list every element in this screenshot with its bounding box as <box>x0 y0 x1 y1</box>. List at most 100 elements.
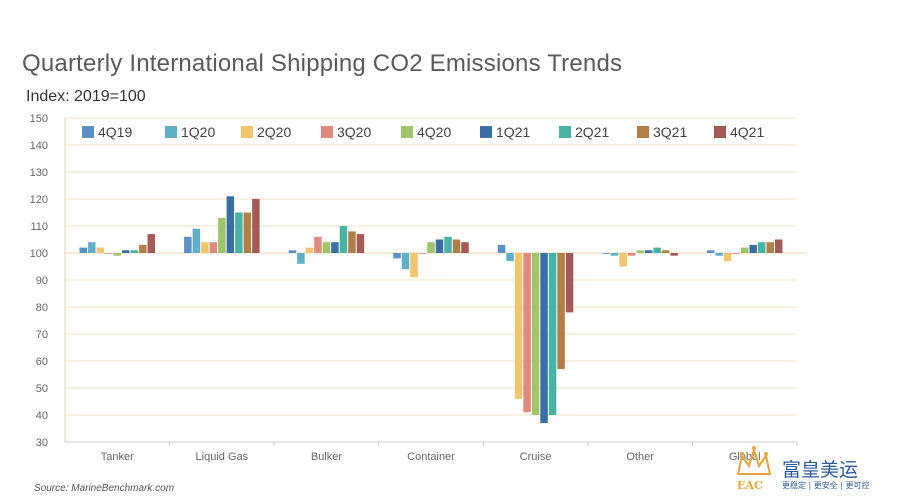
bar <box>192 228 201 253</box>
y-tick-label: 30 <box>36 437 48 449</box>
bar <box>305 247 314 253</box>
x-tick-label: Liquid Gas <box>196 451 249 463</box>
legend-label: 4Q19 <box>98 124 132 140</box>
legend-swatch <box>82 126 94 138</box>
bar <box>627 253 636 256</box>
bar <box>497 244 506 253</box>
bar <box>393 253 401 259</box>
bar <box>139 244 147 253</box>
legend-swatch <box>241 126 253 138</box>
bar <box>444 236 452 253</box>
bar <box>644 250 653 253</box>
bar <box>452 239 461 253</box>
legend-swatch <box>637 126 649 138</box>
bar <box>653 247 661 253</box>
bar <box>749 244 757 253</box>
bar <box>619 253 627 267</box>
y-tick-label: 70 <box>36 329 48 341</box>
bar <box>602 253 610 254</box>
bar <box>331 242 339 253</box>
legend-label: 3Q20 <box>337 124 371 140</box>
bar <box>356 234 365 253</box>
bar <box>427 242 435 253</box>
bar <box>218 217 226 253</box>
legend-label: 2Q21 <box>575 124 609 140</box>
bar <box>461 242 469 253</box>
bar <box>757 242 766 253</box>
bar <box>96 247 105 253</box>
bar <box>113 253 122 256</box>
x-tick-label: Bulker <box>311 451 343 463</box>
bar <box>723 253 732 262</box>
brand-tagline: 更稳定 | 更安全 | 更可控 <box>782 481 870 490</box>
bar <box>348 231 356 253</box>
x-tick-label: Tanker <box>101 451 134 463</box>
y-tick-label: 150 <box>30 113 48 125</box>
y-tick-label: 90 <box>36 275 48 287</box>
bar <box>740 247 749 253</box>
y-tick-label: 80 <box>36 302 48 314</box>
bar <box>147 234 156 253</box>
bar <box>548 253 557 415</box>
bar <box>226 196 235 253</box>
bar <box>706 250 715 253</box>
bar <box>122 250 130 253</box>
legend-swatch <box>165 126 177 138</box>
bar <box>565 253 574 313</box>
bar <box>401 253 410 270</box>
y-tick-label: 140 <box>30 140 48 152</box>
y-tick-label: 60 <box>36 356 48 368</box>
bar <box>514 253 523 399</box>
brand-initials: EAC <box>737 479 763 492</box>
bar <box>715 253 723 256</box>
y-tick-label: 110 <box>30 221 48 233</box>
legend-label: 2Q20 <box>257 124 291 140</box>
bar <box>297 253 305 264</box>
bar <box>201 242 209 253</box>
bar <box>732 253 740 254</box>
legend-swatch <box>714 126 726 138</box>
brand-name: 富皇美运 <box>782 459 859 481</box>
legend-label: 4Q21 <box>730 124 764 140</box>
bar <box>235 212 243 253</box>
bar <box>506 253 514 262</box>
bar <box>774 239 783 253</box>
bar <box>670 253 678 256</box>
bar <box>418 253 427 254</box>
legend-swatch <box>480 126 492 138</box>
x-tick-label: Other <box>626 451 654 463</box>
bar <box>661 250 670 253</box>
bar <box>435 239 444 253</box>
legend-label: 3Q21 <box>653 124 687 140</box>
bar <box>410 253 418 278</box>
bar <box>322 242 331 253</box>
source-note: Source: MarineBenchmark.com <box>34 483 175 494</box>
bar <box>243 212 252 253</box>
legend-label: 4Q20 <box>417 124 451 140</box>
bar <box>105 253 113 254</box>
legend-swatch <box>401 126 413 138</box>
brand-watermark <box>728 442 898 492</box>
y-tick-label: 130 <box>30 167 48 179</box>
legend-label: 1Q21 <box>496 124 530 140</box>
bar <box>314 236 322 253</box>
y-tick-label: 50 <box>36 383 48 395</box>
chart-subtitle: Index: 2019=100 <box>26 88 146 105</box>
legend-swatch <box>559 126 571 138</box>
chart-title: Quarterly International Shipping CO2 Emi… <box>22 50 623 77</box>
legend-label: 1Q20 <box>181 124 215 140</box>
y-tick-label: 100 <box>30 248 48 260</box>
bar <box>557 253 565 370</box>
bar <box>523 253 531 413</box>
bar <box>540 253 548 424</box>
x-tick-label: Cruise <box>520 451 552 463</box>
bar <box>610 253 619 256</box>
crown-icon <box>736 446 772 475</box>
y-tick-label: 120 <box>30 194 48 206</box>
bar <box>288 250 297 253</box>
bar <box>766 242 774 253</box>
bar <box>252 199 260 253</box>
legend-swatch <box>321 126 333 138</box>
bar <box>339 226 348 253</box>
